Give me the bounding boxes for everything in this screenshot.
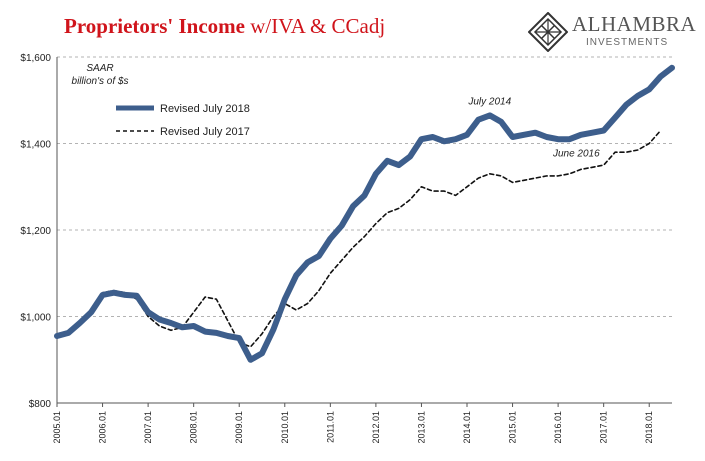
y-tick-label-1600: $1,600 (20, 53, 51, 64)
chart-labels: SAAR billion's of $s July 2014 June 2016 (72, 63, 601, 159)
annotation-july-2014: July 2014 (467, 97, 511, 108)
axes: $800 $1,000 $1,200 $1,400 $1,600 2005.01 2006.… (20, 53, 672, 444)
logo-subtitle: INVESTMENTS (586, 37, 669, 48)
chart-title-rest: w/IVA & CCadj (244, 14, 386, 38)
x-tick-label-2015: 2015.01 (508, 411, 518, 444)
x-tick-label-2014: 2014.01 (462, 411, 472, 444)
unit-note-line2: billion's of $s (72, 76, 129, 87)
chart-title: Proprietors' Income w/IVA & CCadj (64, 14, 385, 39)
series-line-revised-july-2018 (54, 64, 675, 363)
diamond-lattice-icon (528, 12, 568, 52)
chart-title-main: Proprietors' Income (64, 14, 245, 38)
x-tick-label-2010: 2010.01 (280, 411, 290, 444)
y-tick-label-1200: $1,200 (20, 226, 51, 237)
x-tick-label-2007: 2007.01 (143, 411, 153, 444)
series-lines (54, 64, 675, 363)
series-line-revised-july-2017 (56, 129, 662, 348)
x-tick-label-2016: 2016.01 (553, 411, 563, 444)
x-tick-label-2006: 2006.01 (98, 411, 108, 444)
x-tick-label-2009: 2009.01 (234, 411, 244, 444)
y-tick-label-800: $800 (29, 399, 52, 410)
legend-label-revised-2018: Revised July 2018 (160, 103, 250, 115)
annotation-june-2016: June 2016 (552, 148, 600, 159)
alhambra-logo: ALHAMBRA INVESTMENTS (528, 10, 698, 54)
legend-label-revised-2017: Revised July 2017 (160, 126, 250, 138)
unit-note-line1: SAAR (86, 63, 113, 74)
x-tick-label-2005: 2005.01 (52, 411, 62, 444)
legend: Revised July 2018 Revised July 2017 (116, 103, 250, 138)
x-tick-label-2018: 2018.01 (644, 411, 654, 444)
x-tick-label-2012: 2012.01 (371, 411, 381, 444)
x-tick-label-2017: 2017.01 (599, 411, 609, 444)
grid-lines (57, 56, 672, 317)
logo-name: ALHAMBRA (572, 12, 697, 36)
x-tick-label-2008: 2008.01 (189, 411, 199, 444)
y-tick-label-1400: $1,400 (20, 140, 51, 151)
x-tick-label-2011: 2011.01 (325, 411, 335, 443)
x-tick-label-2013: 2013.01 (416, 411, 426, 444)
y-tick-label-1000: $1,000 (20, 313, 51, 324)
